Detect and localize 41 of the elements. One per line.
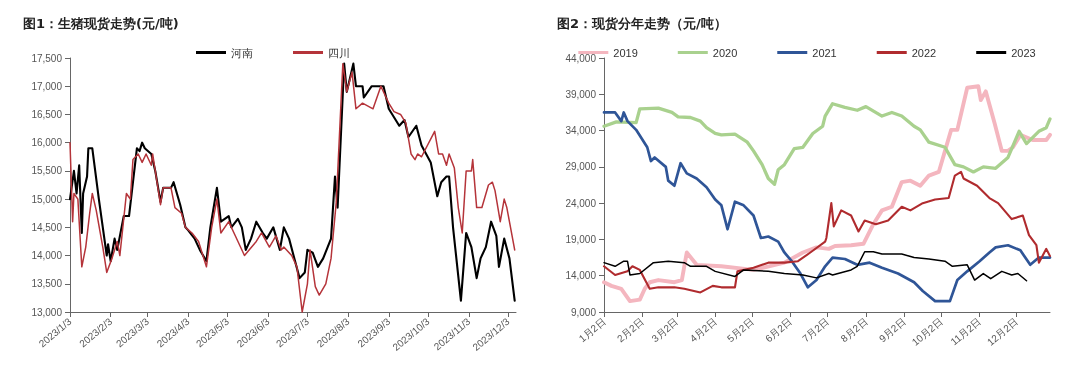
- legend-label: 2023: [1011, 46, 1036, 59]
- x-tick-label: 8月2日: [838, 315, 870, 345]
- y-tick-label: 39,000: [565, 88, 597, 100]
- y-tick-label: 34,000: [565, 125, 597, 137]
- x-tick-label: 2月2日: [614, 315, 646, 345]
- legend-label: 四川: [328, 46, 350, 59]
- y-tick-label: 13,000: [31, 306, 63, 318]
- x-tick-label: 7月2日: [800, 315, 832, 345]
- x-tick-label: 12月2日: [985, 315, 1021, 348]
- legend-label: 2022: [911, 46, 937, 59]
- line-series: [603, 251, 1028, 282]
- y-tick-label: 14,000: [565, 270, 597, 282]
- y-tick-label: 19,000: [565, 233, 597, 245]
- y-tick-label: 14,500: [31, 221, 63, 233]
- legend-label: 2020: [712, 46, 738, 59]
- y-tick-label: 15,500: [31, 165, 63, 177]
- y-tick-label: 17,000: [31, 80, 63, 92]
- y-tick-label: 44,000: [565, 52, 597, 64]
- chart-title: 图1：生猪现货走势(元/吨): [23, 16, 179, 31]
- y-tick-label: 13,500: [31, 278, 63, 290]
- x-tick-label: 10月2日: [909, 315, 945, 348]
- legend-label: 河南: [231, 46, 253, 59]
- y-tick-label: 14,000: [31, 250, 63, 262]
- y-tick-label: 24,000: [565, 197, 597, 209]
- chart-title: 图2：现货分年走势（元/吨）: [557, 16, 727, 31]
- y-tick-label: 17,500: [31, 52, 63, 64]
- y-tick-label: 16,000: [31, 137, 63, 149]
- y-tick-label: 9,000: [570, 306, 597, 318]
- x-tick-label: 5月2日: [724, 315, 756, 345]
- x-tick-label: 9月2日: [876, 315, 908, 345]
- x-tick-label: 4月2日: [687, 315, 719, 345]
- x-tick-label: 3月2日: [649, 315, 681, 345]
- x-tick-label: 6月2日: [763, 315, 795, 345]
- y-tick-label: 15,000: [31, 193, 63, 205]
- legend-label: 2021: [812, 46, 837, 59]
- legend-label: 2019: [613, 46, 638, 59]
- line-series: [602, 102, 1052, 186]
- y-tick-label: 29,000: [565, 161, 597, 173]
- x-tick-label: 11月2日: [948, 315, 984, 348]
- y-tick-label: 16,500: [31, 108, 63, 120]
- line-series: [602, 170, 1052, 294]
